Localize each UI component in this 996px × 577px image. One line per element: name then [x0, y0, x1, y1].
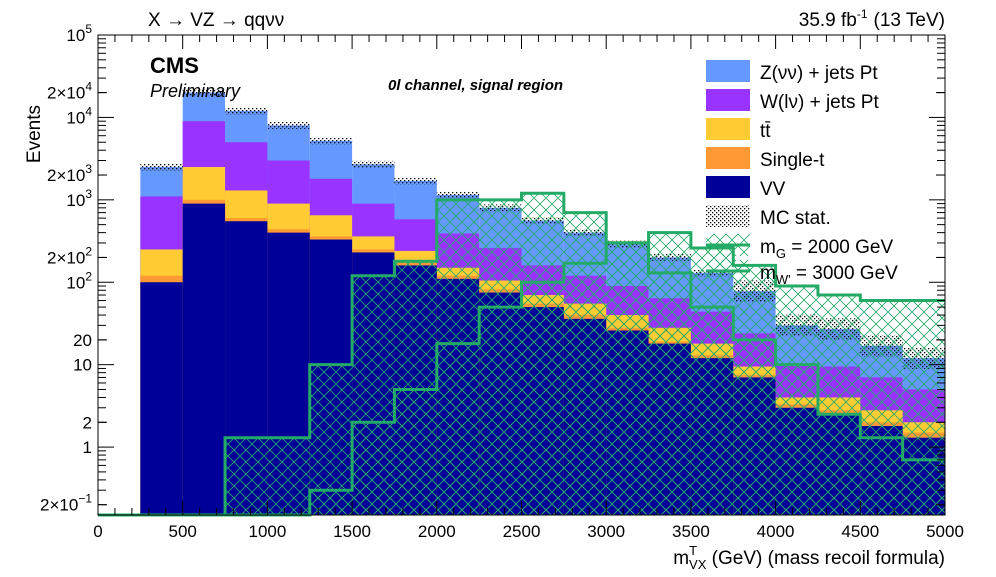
mc-stat-band-4 — [267, 121, 310, 129]
y-tick-label: 20 — [73, 331, 92, 350]
x-tick-label: 3500 — [672, 522, 710, 541]
x-tick-label: 5000 — [926, 522, 964, 541]
y-tick-label: 2×103 — [47, 162, 92, 185]
x-axis-title-base: m — [673, 548, 689, 569]
preliminary-label: Preliminary — [150, 81, 241, 101]
legend-label-ttbar: tt̄ — [760, 121, 771, 142]
legend-label-mcstat: MC stat. — [760, 208, 831, 229]
y-axis-title: Events — [24, 105, 45, 163]
signal-fill-2 — [98, 232, 945, 516]
x-tick-label: 3000 — [587, 522, 625, 541]
cms-label: CMS — [150, 53, 199, 78]
x-tick-label: 1000 — [248, 522, 286, 541]
signal-line-2 — [98, 231, 945, 517]
legend-label-signal-2: mW' = 3000 GeV — [760, 263, 898, 287]
x-tick-label: 500 — [169, 522, 197, 541]
x-axis: 0 500 1000 1500 2000 2500 3000 3500 4000 4500 5000 — [93, 35, 964, 541]
mc-stat-band-8 — [436, 191, 480, 199]
x-tick-label: 2500 — [503, 522, 541, 541]
mc-stat-band-3 — [225, 107, 268, 115]
mc-stat-band-2 — [182, 89, 226, 97]
y-tick-label: 10 — [73, 356, 92, 375]
y-tick-label: 2×104 — [47, 80, 92, 103]
legend: Z(νν) + jets Pt W(lν) + jets Pt tt̄ Sing… — [706, 60, 898, 287]
x-axis-title-rest: (GeV) (mass recoil formula) — [706, 548, 945, 569]
channel-label: 0l channel, signal region — [388, 77, 563, 94]
x-tick-label: 4500 — [841, 522, 879, 541]
y-tick-label: 2×10−1 — [40, 492, 92, 515]
legend-label-vv: VV — [760, 179, 786, 200]
signal-histograms — [98, 191, 945, 517]
bar-vv-2 — [182, 203, 226, 516]
legend-swatch-wlnu — [706, 89, 750, 111]
bar-vv-1 — [140, 282, 183, 515]
x-tick-label: 4000 — [757, 522, 795, 541]
legend-label-signal-1: mG = 2000 GeV — [760, 237, 893, 261]
y-tick-label: 1 — [83, 438, 92, 457]
y-tick-label: 103 — [66, 187, 92, 210]
y-tick-label: 105 — [66, 22, 92, 45]
mc-stat-band-5 — [309, 137, 353, 145]
legend-label-znunu: Z(νν) + jets Pt — [760, 63, 878, 84]
y-tick-label: 104 — [66, 104, 92, 127]
legend-label-wlnu: W(lν) + jets Pt — [760, 92, 879, 113]
mc-stat-band-7 — [394, 177, 437, 185]
mc-stat-band-1 — [140, 163, 183, 171]
lumi-label: 35.9 fb-1 (13 TeV) — [799, 7, 945, 31]
lumi-value: 35.9 fb — [799, 10, 857, 31]
lumi-exponent: -1 — [857, 7, 868, 21]
legend-swatch-singlet — [706, 147, 750, 169]
x-axis-title: mT VX (GeV) (mass recoil formula) — [673, 543, 945, 572]
x-tick-label: 1500 — [333, 522, 371, 541]
mc-stat-band-6 — [352, 160, 395, 168]
x-tick-label: 2000 — [418, 522, 456, 541]
energy-label: (13 TeV) — [874, 10, 945, 31]
x-tick-label: 0 — [93, 522, 102, 541]
x-axis-title-sup: T — [689, 543, 697, 558]
legend-swatch-znunu — [706, 60, 750, 82]
process-title: X → VZ → qqνν — [148, 10, 284, 31]
legend-swatch-ttbar — [706, 118, 750, 140]
y-tick-label: 2×102 — [47, 244, 92, 267]
legend-label-singlet: Single-t — [760, 150, 825, 171]
legend-swatch-vv — [706, 176, 750, 198]
y-tick-label: 2 — [83, 413, 92, 432]
x-axis-title-sub: VX — [689, 557, 707, 572]
legend-swatch-mcstat — [706, 205, 750, 227]
y-tick-label: 102 — [66, 269, 92, 292]
